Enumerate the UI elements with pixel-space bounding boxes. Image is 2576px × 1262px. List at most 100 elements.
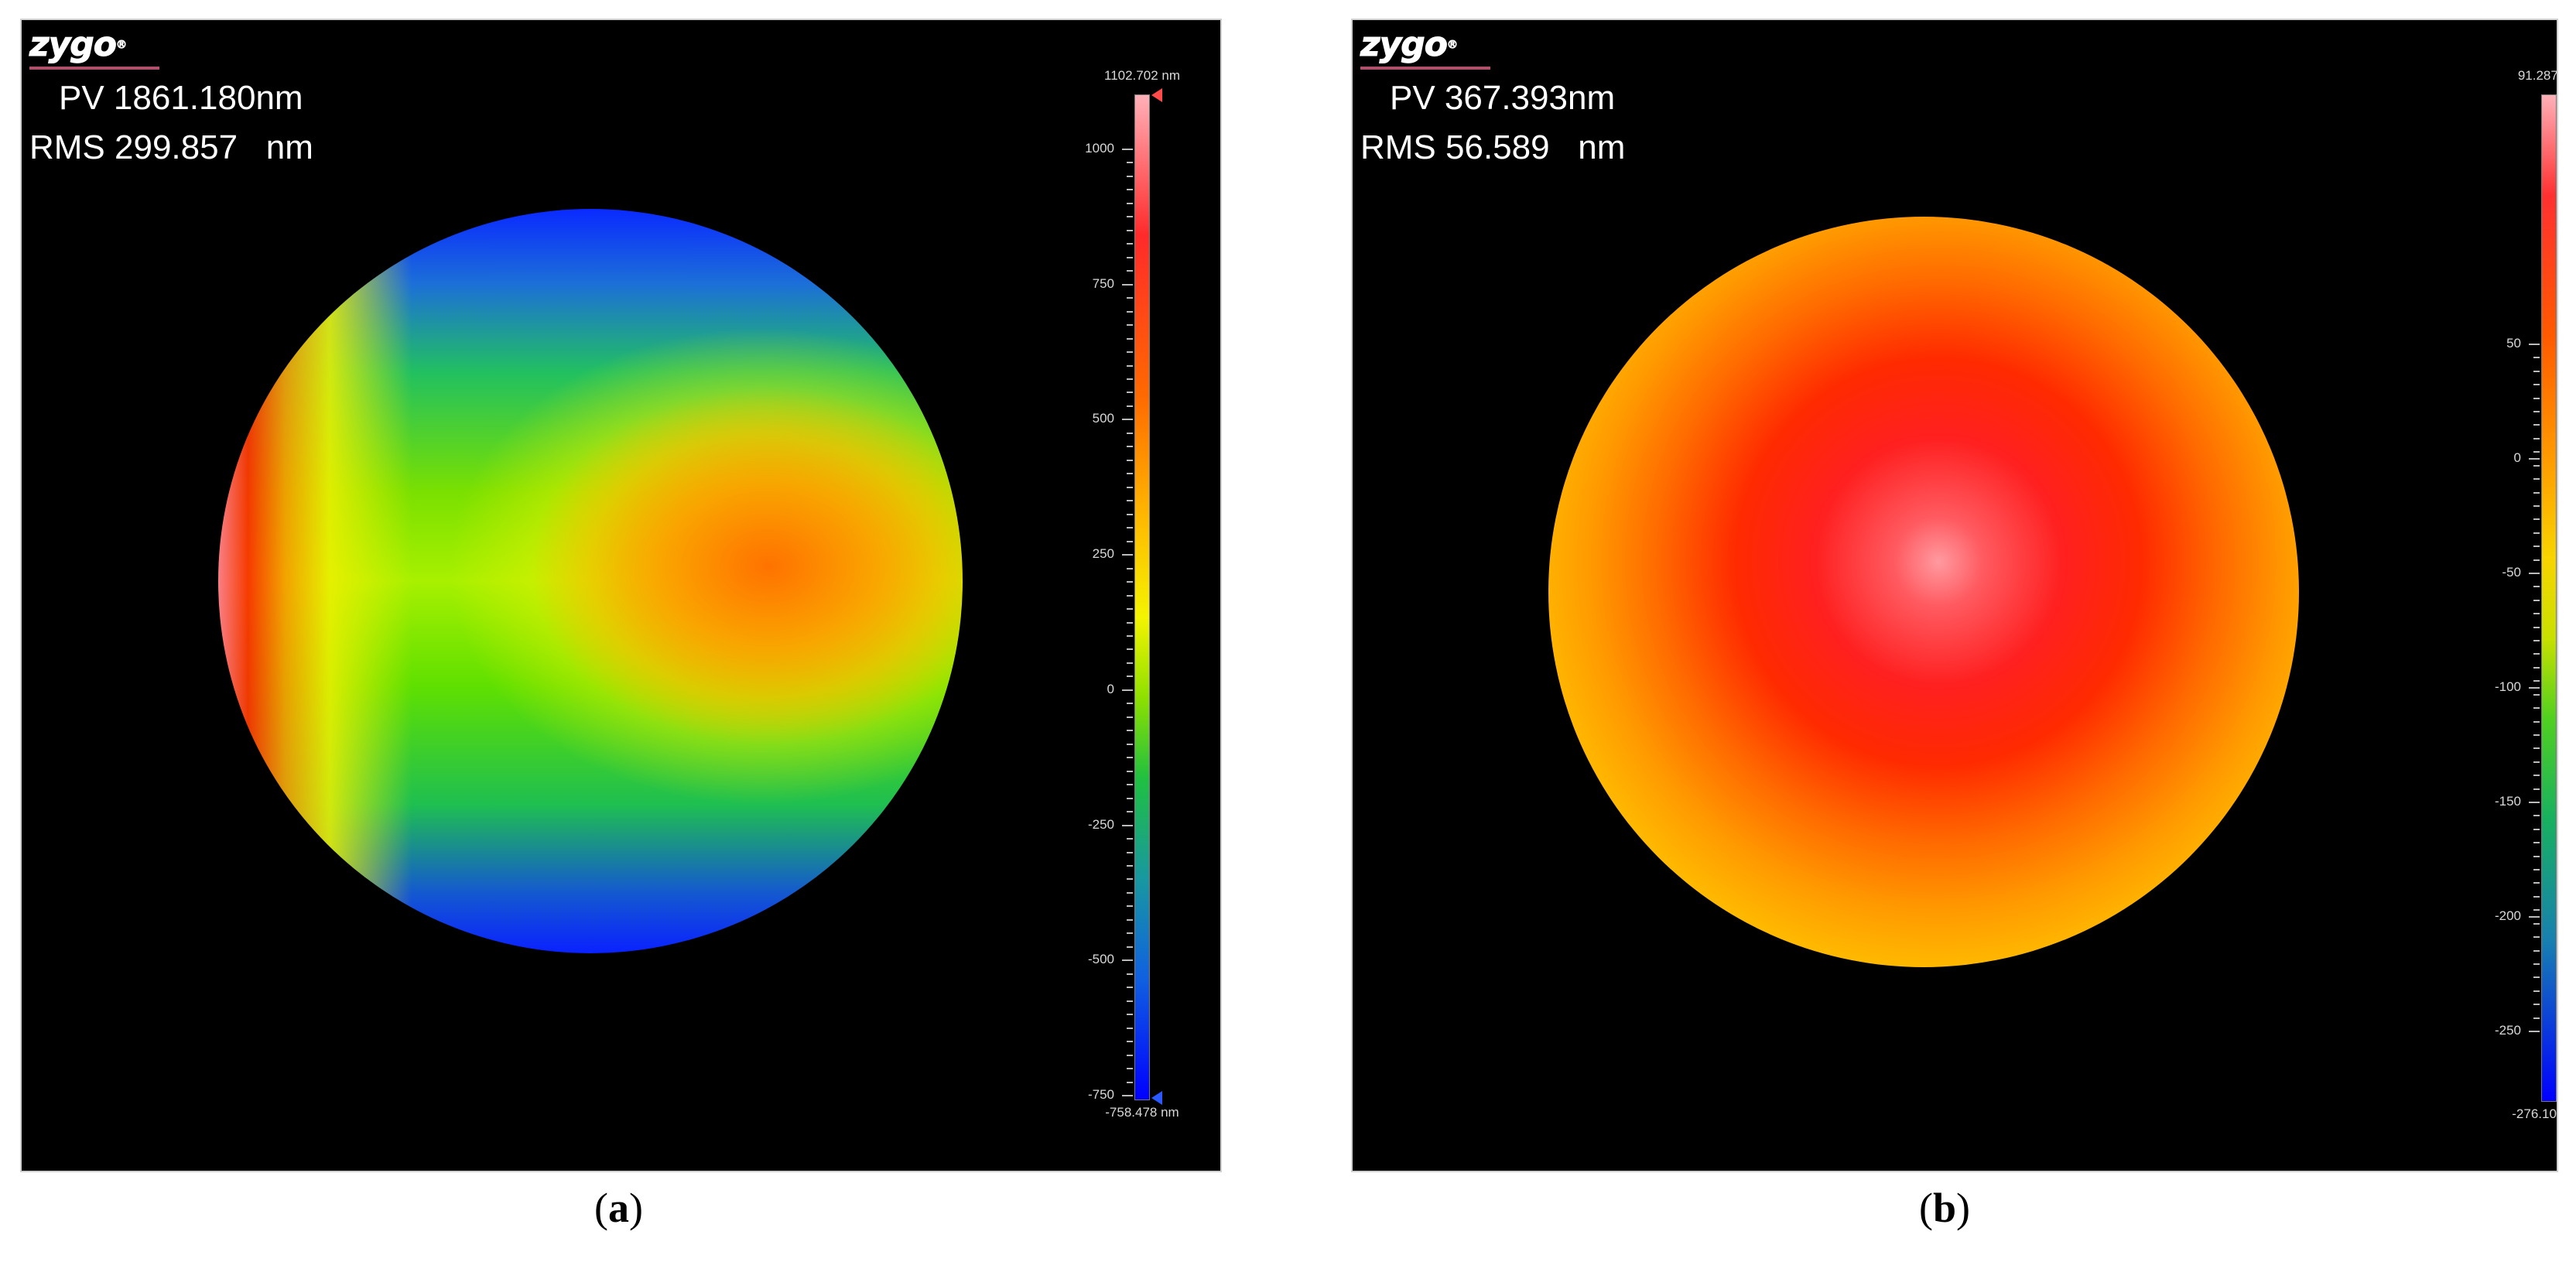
tick-label: -150 [2494,794,2521,809]
zygo-logo: zygo® [29,25,127,64]
scale-min-label: -276.106 nm [2512,1106,2557,1121]
tick-label: 50 [2506,336,2521,351]
major-tick [1122,959,1133,962]
minor-tick [2533,990,2540,992]
minor-tick [2533,828,2540,830]
minor-tick [1127,405,1133,407]
minor-tick [1127,608,1133,610]
min-marker-icon [1151,1091,1162,1105]
minor-tick [2533,976,2540,979]
minor-tick [2533,464,2540,467]
surface-map-panel-a: zygo® PV 1861.180nm RMS 299.857 nm 1102.… [20,19,1222,1172]
tick-label: -500 [1087,952,1114,967]
surface-map-panel-b: zygo® PV 367.393nm RMS 56.589 nm 91.287 … [1351,19,2558,1172]
minor-tick [1127,797,1133,799]
minor-tick [2533,1004,2540,1006]
minor-tick [2533,357,2540,359]
minor-tick [1127,851,1133,853]
minor-tick [2533,855,2540,857]
minor-tick [1127,567,1133,569]
minor-tick [1127,459,1133,461]
major-tick [2529,458,2540,460]
minor-tick [2533,922,2540,925]
minor-tick [1127,703,1133,705]
minor-tick [2533,842,2540,844]
caption-b: (b) [1919,1185,1971,1231]
minor-tick [1127,716,1133,718]
color-gradient [2541,94,2557,1102]
minor-tick [1127,973,1133,975]
minor-tick [1127,905,1133,908]
minor-tick [1127,878,1133,881]
minor-tick [2533,424,2540,426]
minor-tick [2533,869,2540,871]
minor-tick [2533,815,2540,817]
minor-tick [1127,662,1133,664]
minor-tick [2533,370,2540,372]
major-tick [2529,1031,2540,1032]
tick-label: -250 [2494,1023,2521,1038]
tick-label: -250 [1087,816,1114,832]
color-gradient [1134,94,1150,1100]
caption-a: (a) [594,1185,643,1231]
tick-label: -200 [2494,908,2521,923]
major-tick [2529,573,2540,574]
minor-tick [1127,918,1133,921]
pv-readout: PV 367.393nm [1390,79,1616,117]
minor-tick [1127,730,1133,732]
major-tick [1122,283,1133,286]
tick-label: 0 [2513,450,2521,465]
minor-tick [2533,451,2540,453]
minor-tick [1127,202,1133,204]
minor-tick [2533,963,2540,965]
minor-tick [2533,909,2540,911]
minor-tick [2533,747,2540,750]
minor-tick [2533,1017,2540,1019]
minor-tick [1127,891,1133,894]
minor-tick [2533,626,2540,628]
minor-tick [1127,648,1133,651]
minor-tick [1127,500,1133,502]
minor-tick [1127,364,1133,367]
minor-tick [2533,720,2540,723]
major-tick [2529,802,2540,803]
minor-tick [1127,216,1133,218]
minor-tick [2533,586,2540,588]
minor-tick [2533,666,2540,669]
minor-tick [1127,743,1133,745]
minor-tick [1127,1000,1133,1002]
minor-tick [2533,545,2540,548]
minor-tick [1127,1054,1133,1056]
minor-tick [1127,270,1133,272]
minor-tick [2533,882,2540,884]
rms-readout: RMS 299.857 nm [29,128,313,166]
minor-tick [2533,504,2540,507]
minor-tick [1127,392,1133,394]
minor-tick [2533,895,2540,898]
minor-tick [1127,946,1133,948]
minor-tick [2533,788,2540,790]
minor-tick [1127,310,1133,313]
minor-tick [2533,761,2540,763]
minor-tick [2533,384,2540,386]
minor-tick [1127,351,1133,354]
minor-tick [1127,811,1133,813]
minor-tick [1127,175,1133,177]
major-tick [2529,344,2540,345]
tick-label: -50 [2502,565,2521,580]
minor-tick [1127,162,1133,164]
tick-label: -100 [2494,679,2521,694]
minor-tick [1127,770,1133,772]
minor-tick [1127,513,1133,515]
minor-tick [2533,936,2540,939]
minor-tick [1127,581,1133,583]
minor-tick [2533,653,2540,655]
major-tick [1122,689,1133,691]
minor-tick [1127,229,1133,231]
minor-tick [2533,478,2540,481]
tick-label: 0 [1107,681,1114,696]
minor-tick [1127,297,1133,299]
minor-tick [2533,775,2540,777]
minor-tick [1127,446,1133,448]
minor-tick [2533,613,2540,615]
